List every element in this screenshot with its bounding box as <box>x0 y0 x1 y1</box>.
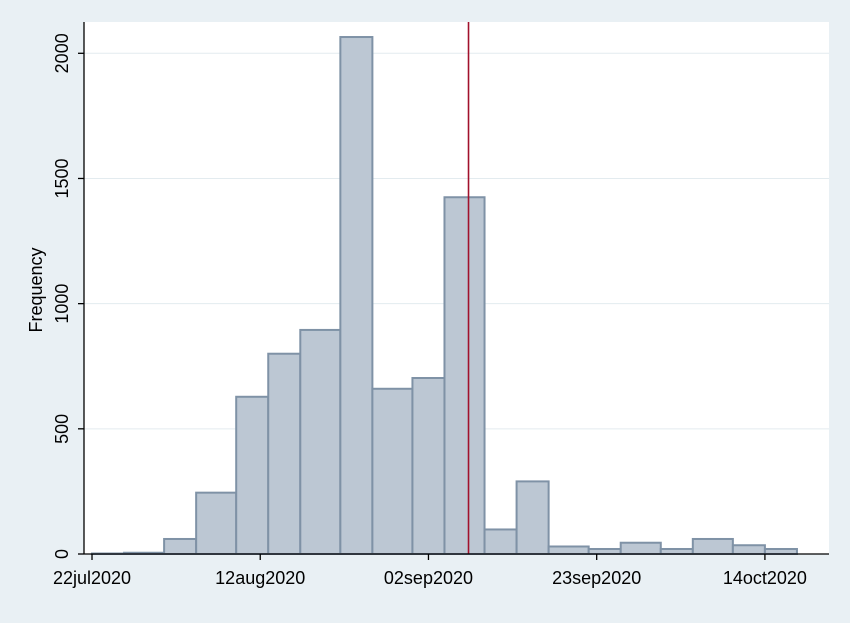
y-axis-ticks: 0 500 1000 1500 2000 <box>52 33 84 559</box>
histogram-bar <box>483 528 518 555</box>
histogram-bar <box>443 196 486 555</box>
y-tick-label: 2000 <box>52 33 72 73</box>
x-axis-ticks: 22jul2020 12aug2020 02sep2020 23sep2020 14oc… <box>53 554 807 588</box>
histogram-bar <box>235 395 270 555</box>
x-tick-label: 12aug2020 <box>215 568 305 588</box>
x-tick-label: 14oct2020 <box>723 568 807 588</box>
histogram-bar <box>547 545 590 556</box>
y-tick-label: 0 <box>52 549 72 559</box>
y-tick-label: 1000 <box>52 284 72 324</box>
histogram-bar <box>267 352 302 555</box>
histogram-bar <box>691 537 734 555</box>
histogram-bar <box>163 537 198 555</box>
histogram-bar <box>411 377 446 556</box>
histogram-bar <box>587 547 622 555</box>
x-tick-label: 22jul2020 <box>53 568 131 588</box>
histogram-bar <box>299 328 342 555</box>
histogram-bar <box>515 480 550 555</box>
y-axis-title: Frequency <box>26 247 46 332</box>
y-tick-label: 500 <box>52 414 72 444</box>
histogram-bar <box>763 547 798 555</box>
histogram-bar <box>619 541 662 556</box>
histogram-bar <box>659 547 694 555</box>
histogram-bars <box>91 36 798 556</box>
histogram-bar <box>371 387 414 555</box>
histogram-bar <box>731 544 766 556</box>
histogram-bar <box>339 36 374 555</box>
x-tick-label: 23sep2020 <box>552 568 641 588</box>
histogram-bar <box>195 491 238 556</box>
x-tick-label: 02sep2020 <box>384 568 473 588</box>
y-tick-label: 1500 <box>52 158 72 198</box>
